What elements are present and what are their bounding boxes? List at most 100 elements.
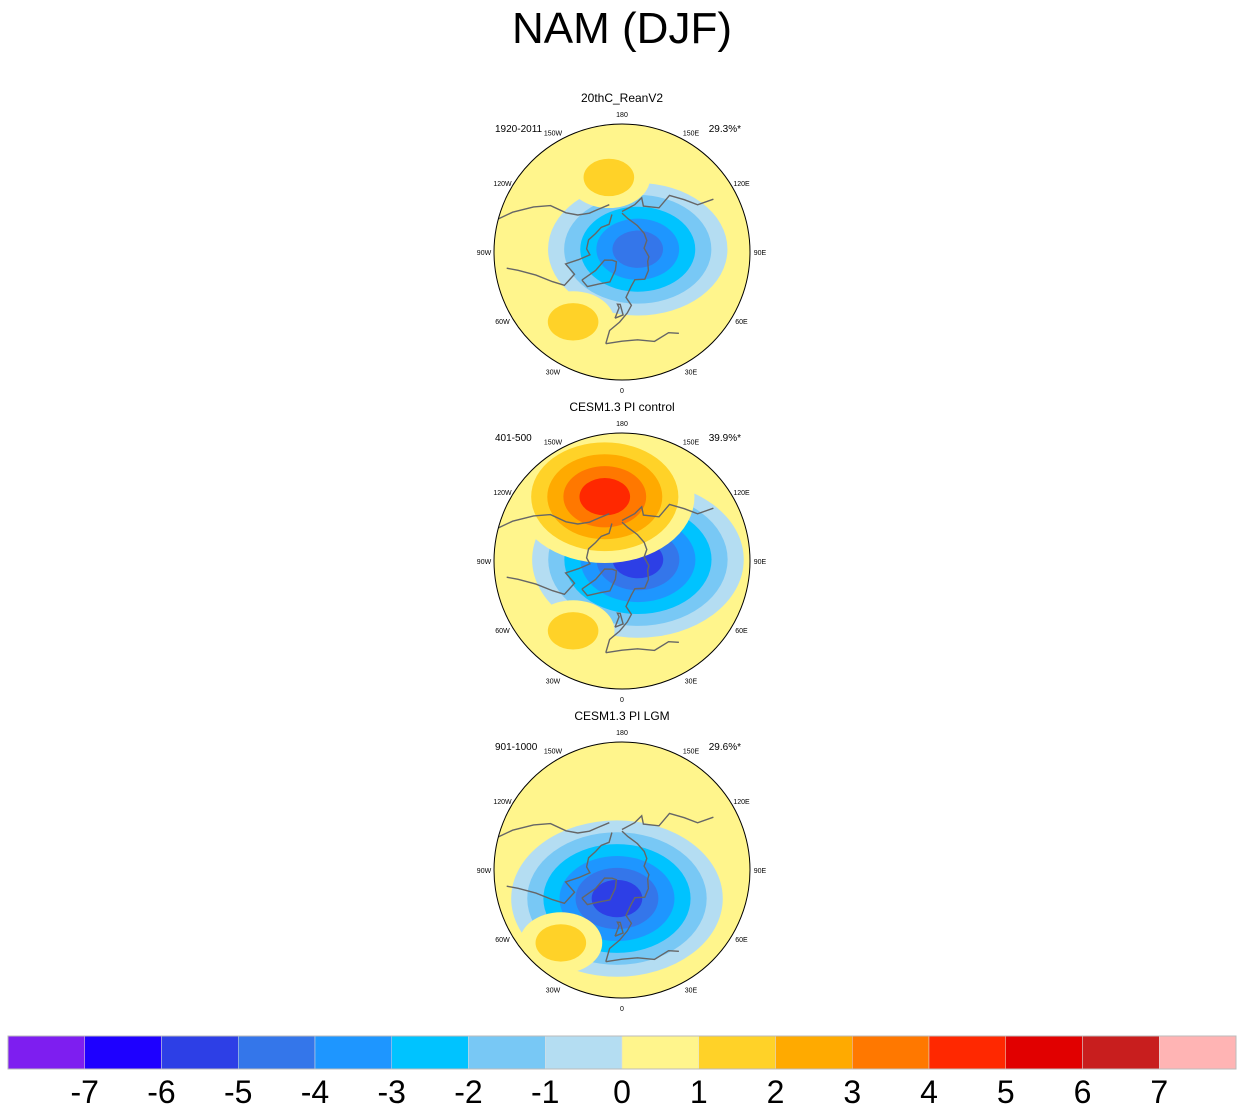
coastline-4 [621,812,714,831]
colorbar-swatch [161,1035,239,1070]
contour-arctic-low-level-5 [612,230,664,268]
colorbar-tick-label: 1 [690,1074,708,1110]
contour-atlantic-high-level-2 [547,612,599,650]
colorbar-swatch [852,1035,930,1070]
contour-north-pacific-high-level-5 [579,478,631,516]
coastline-0 [498,822,610,838]
colorbar-tick-label: 2 [767,1074,785,1110]
coastline-2 [581,259,618,288]
coastline-4 [621,503,714,522]
longitude-label: 0 [620,697,624,704]
colorbar-tick-label: 0 [613,1074,631,1110]
variance-label: 39.9%* [709,433,741,444]
longitude-label: 60W [495,937,510,944]
longitude-label: 180 [616,112,628,119]
colorbar-swatch [84,1035,162,1070]
coastline-1 [506,523,613,596]
colorbar-tick-label: 6 [1074,1074,1092,1110]
period-label: 1920-2011 [495,124,543,135]
colorbar-tick-label: -5 [224,1074,252,1110]
longitude-label: 30W [546,988,561,995]
colorbar-tick-label: 7 [1150,1074,1168,1110]
variance-label: 29.6%* [709,742,741,753]
coastline-3 [605,212,650,344]
map-panel-3: CESM1.3 PI LGM 901-1000 29.6%* 180 150E 120E 9… [477,709,767,1013]
longitude-label: 60E [735,628,748,635]
coastline-4 [621,194,714,213]
map-border [493,432,751,690]
longitude-label: 90E [754,868,767,875]
longitude-label: 60W [495,319,510,326]
longitude-label: 150E [683,130,700,137]
colorbar-swatch [391,1035,469,1070]
coastline-3 [605,830,650,962]
longitude-label: 90E [754,250,767,257]
period-label: 901-1000 [495,742,538,753]
colorbar-tick-label: -1 [531,1074,559,1110]
panel-title: 20thC_ReanV2 [581,91,663,105]
longitude-label: 90W [477,559,492,566]
longitude-label: 0 [620,388,624,395]
longitude-label: 120E [733,181,750,188]
longitude-label: 150W [544,439,563,446]
colorbar-swatch [928,1035,1006,1070]
longitude-label: 60E [735,319,748,326]
longitude-label: 60E [735,937,748,944]
variance-label: 29.3%* [709,124,741,135]
longitude-label: 30W [546,370,561,377]
longitude-label: 30E [685,679,698,686]
contour-atlantic-high-level-2 [535,924,587,962]
longitude-label: 180 [616,730,628,737]
contour-north-pacific-high-level-2 [583,158,635,197]
colorbar-frame [7,1035,1237,1070]
longitude-label: 30E [685,988,698,995]
colorbar-swatch [621,1035,699,1070]
colorbar-tick-label: 3 [843,1074,861,1110]
colorbar-swatch [1005,1035,1083,1070]
colorbar-tick-label: -3 [378,1074,406,1110]
contour-atlantic-high-level-2 [547,303,599,341]
coastline-2 [581,568,618,597]
colorbar-swatch [238,1035,316,1070]
coastline-6 [614,303,624,319]
colorbar-swatch [775,1035,853,1070]
colorbar-swatch [1159,1035,1237,1070]
longitude-label: 90E [754,559,767,566]
map-panel-2: CESM1.3 PI control 401-500 39.9%* 180 150E 12… [477,400,767,704]
colorbar-tick-label: -4 [301,1074,329,1110]
colorbar-swatch [314,1035,392,1070]
longitude-label: 120E [733,490,750,497]
longitude-label: 180 [616,421,628,428]
coastline-0 [498,513,610,529]
longitude-label: 120W [493,490,512,497]
colorbar-tick-label: -7 [71,1074,99,1110]
map-border [493,123,751,381]
colorbar-swatch [545,1035,623,1070]
coastline-5 [605,640,679,654]
longitude-label: 120E [733,799,750,806]
colorbar-tick-label: 4 [920,1074,938,1110]
colorbar-swatch [1082,1035,1160,1070]
colorbar-swatch [468,1035,546,1070]
colorbar-tick-label: -6 [147,1074,175,1110]
colorbar-tick-label: 5 [997,1074,1015,1110]
coastline-0 [498,204,610,220]
longitude-label: 150W [544,748,563,755]
colorbar: -7 -6 -5 -4 -3 -2 -1 0 1 2 3 4 5 6 7 [7,1035,1237,1110]
coastline-5 [605,949,679,963]
longitude-label: 30W [546,679,561,686]
longitude-label: 90W [477,868,492,875]
longitude-label: 150W [544,130,563,137]
map-panel-1: 20thC_ReanV2 1920-2011 29.3%* 180 150E 120E 90… [477,91,767,395]
longitude-label: 60W [495,628,510,635]
coastline-2 [581,877,618,906]
panel-title: CESM1.3 PI control [569,400,674,414]
colorbar-tick-label: -2 [454,1074,482,1110]
coastline-6 [614,921,624,937]
longitude-label: 120W [493,181,512,188]
colorbar-swatch [7,1035,85,1070]
longitude-label: 30E [685,370,698,377]
longitude-label: 0 [620,1006,624,1013]
coastline-1 [506,832,613,905]
